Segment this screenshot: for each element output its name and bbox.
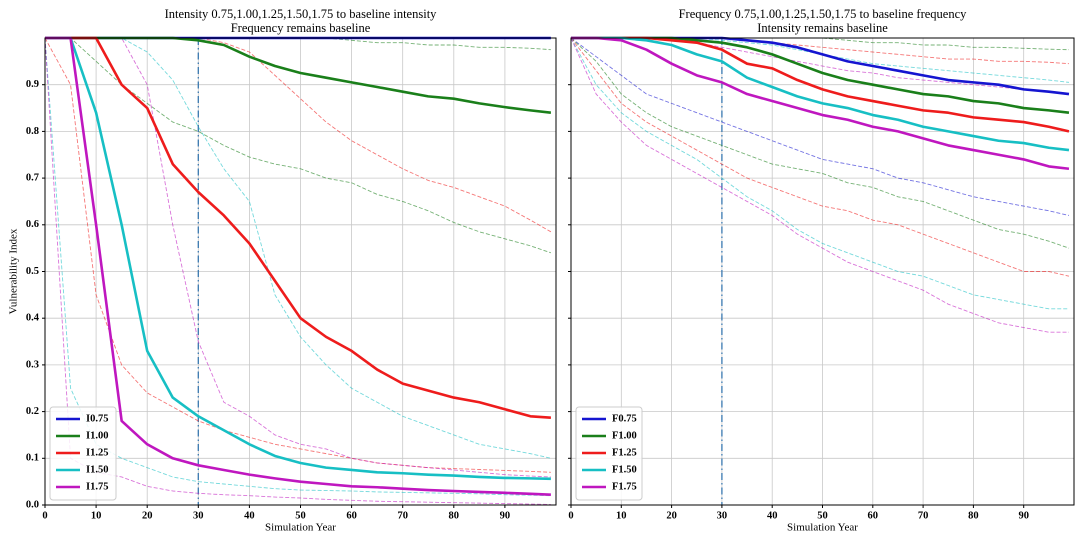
x-tick-label: 30 [193,510,204,521]
x-tick-label: 20 [666,510,677,521]
band-line [44,37,551,473]
chart-title: Intensity 0.75,1.00,1.25,1.50,1.75 to ba… [165,7,438,21]
legend-label: F1.25 [612,447,637,458]
band-line [571,37,1070,95]
x-tick-label: 80 [968,510,979,521]
legend-label: F1.50 [612,464,637,475]
legend-label: I0.75 [86,413,108,424]
y-tick-label: 0.1 [26,453,39,464]
x-tick-label: 0 [42,510,47,521]
band-line [45,37,551,51]
band-line [570,37,1069,310]
band-line [45,37,552,233]
legend-label: F0.75 [612,413,637,424]
series-line [571,36,1070,133]
y-tick-label: 0.7 [26,173,39,184]
series-line [45,36,551,497]
band-line [570,37,1070,277]
legend-label: I1.00 [86,430,108,441]
y-tick-label: 0.9 [26,79,39,90]
series-line [45,36,551,481]
x-axis-label: Simulation Year [265,522,336,534]
chart-title: Frequency 0.75,1.00,1.25,1.50,1.75 to ba… [679,7,968,21]
y-tick-label: 0.0 [26,499,39,510]
x-tick-label: 30 [717,510,728,521]
y-axis-label: Vulnerability Index [8,228,20,314]
x-tick-label: 40 [244,510,255,521]
x-tick-label: 0 [568,510,573,521]
legend-label: F1.00 [612,430,637,441]
series-line [45,36,551,419]
legend-label: I1.75 [86,481,108,492]
legend-label: F1.75 [612,481,637,492]
chart-subtitle: Intensity remains baseline [757,21,888,35]
y-tick-label: 0.5 [26,266,39,277]
legend-box [49,406,117,501]
x-tick-label: 20 [142,510,153,521]
y-tick-label: 0.8 [26,126,39,137]
band-line [570,37,1069,333]
x-tick-label: 70 [918,510,929,521]
y-tick-label: 0.4 [26,313,40,324]
band-line [570,37,1070,216]
band-line [44,37,551,497]
x-axis-label: Simulation Year [787,522,858,534]
x-tick-label: 70 [397,510,408,521]
x-tick-label: 50 [295,510,306,521]
x-tick-label: 90 [500,510,511,521]
band-line [571,37,1070,83]
band-line [45,37,551,459]
legend-box [575,406,643,501]
x-tick-label: 80 [449,510,460,521]
series-line [571,36,1070,96]
series-line [571,36,1070,152]
chart-subtitle: Frequency remains baseline [231,21,371,35]
x-tick-label: 90 [1018,510,1029,521]
legend-label: I1.25 [86,447,108,458]
y-tick-label: 0.2 [26,406,39,417]
y-tick-label: 0.6 [26,219,39,230]
x-tick-label: 50 [817,510,828,521]
x-tick-label: 10 [616,510,627,521]
y-tick-label: 0.3 [26,359,39,370]
series-line [571,36,1070,171]
series-line [45,36,552,115]
x-tick-label: 60 [868,510,879,521]
band-line [570,37,1070,249]
x-tick-label: 10 [91,510,102,521]
legend-label: I1.50 [86,464,108,475]
x-tick-label: 40 [767,510,778,521]
band-line [44,37,551,505]
x-tick-label: 60 [346,510,357,521]
band-line [571,37,1070,65]
